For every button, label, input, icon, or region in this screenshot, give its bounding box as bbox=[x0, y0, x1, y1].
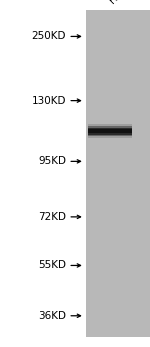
Bar bbox=[88, 128, 132, 135]
Bar bbox=[88, 129, 132, 133]
Text: 130KD: 130KD bbox=[32, 96, 66, 105]
Text: Hela: Hela bbox=[107, 0, 131, 5]
Text: 95KD: 95KD bbox=[38, 156, 66, 166]
Text: 72KD: 72KD bbox=[38, 212, 66, 222]
Bar bbox=[88, 124, 132, 138]
Bar bbox=[88, 126, 132, 136]
Text: 250KD: 250KD bbox=[32, 32, 66, 41]
Text: 55KD: 55KD bbox=[38, 261, 66, 270]
Bar bbox=[86, 10, 150, 337]
Text: 36KD: 36KD bbox=[38, 311, 66, 321]
